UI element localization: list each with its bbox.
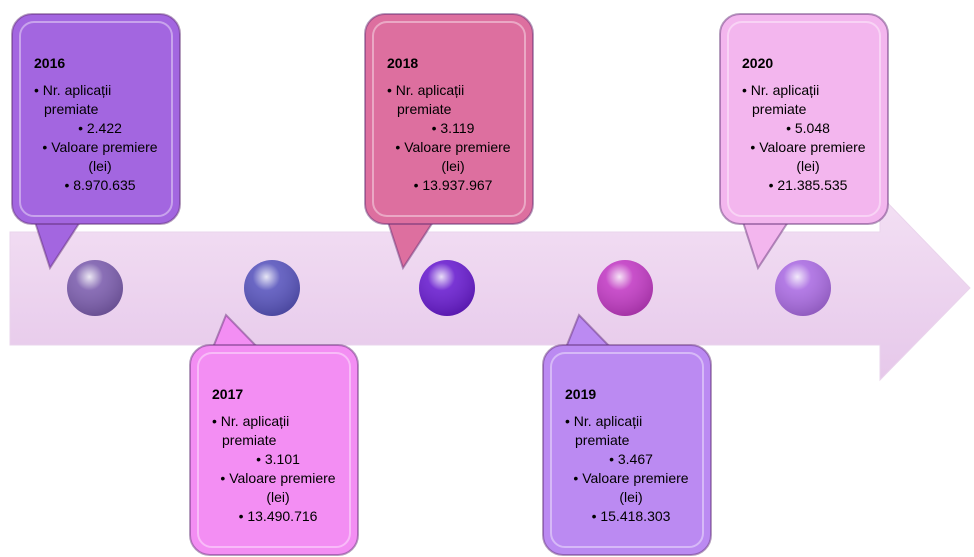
value: 13.937.967 <box>387 176 519 195</box>
value: 8.970.635 <box>34 176 166 195</box>
timeline-dot-shine <box>419 260 475 316</box>
callout-text: 2016 Nr. aplicații premiate2.422Valoare p… <box>34 54 166 195</box>
year: 2019 <box>565 386 597 402</box>
callout-inner <box>727 21 881 217</box>
value: 3.119 <box>387 119 519 138</box>
label: Nr. aplicații premiate <box>742 81 874 119</box>
callout-text: 2019 Nr. aplicații premiate3.467Valoare p… <box>565 385 697 526</box>
value: 3.101 <box>212 450 344 469</box>
year: 2020 <box>742 55 774 71</box>
label: Valoare premiere (lei) <box>34 138 166 176</box>
year: 2016 <box>34 55 66 71</box>
timeline-dot-shine <box>775 260 831 316</box>
label: Valoare premiere (lei) <box>387 138 519 176</box>
callout-text: 2018 Nr. aplicații premiate3.119Valoare p… <box>387 54 519 195</box>
label: Nr. aplicații premiate <box>387 81 519 119</box>
value: 3.467 <box>565 450 697 469</box>
value: 15.418.303 <box>565 507 697 526</box>
label: Valoare premiere (lei) <box>212 469 344 507</box>
value: 2.422 <box>34 119 166 138</box>
callout-inner <box>19 21 173 217</box>
callout-inner <box>372 21 526 217</box>
label: Valoare premiere (lei) <box>742 138 874 176</box>
value: 13.490.716 <box>212 507 344 526</box>
label: Valoare premiere (lei) <box>565 469 697 507</box>
value: 5.048 <box>742 119 874 138</box>
timeline-dot-shine <box>67 260 123 316</box>
callout-text: 2017 Nr. aplicații premiate3.101Valoare p… <box>212 385 344 526</box>
timeline-dot-shine <box>244 260 300 316</box>
label: Nr. aplicații premiate <box>34 81 166 119</box>
callout-inner <box>197 352 351 548</box>
year: 2018 <box>387 55 419 71</box>
timeline-arrow <box>9 193 971 382</box>
callout-text: 2020 Nr. aplicații premiate5.048Valoare p… <box>742 54 874 195</box>
label: Nr. aplicații premiate <box>212 412 344 450</box>
timeline-dot-shine <box>597 260 653 316</box>
year: 2017 <box>212 386 244 402</box>
label: Nr. aplicații premiate <box>565 412 697 450</box>
callout-inner <box>550 352 704 548</box>
value: 21.385.535 <box>742 176 874 195</box>
